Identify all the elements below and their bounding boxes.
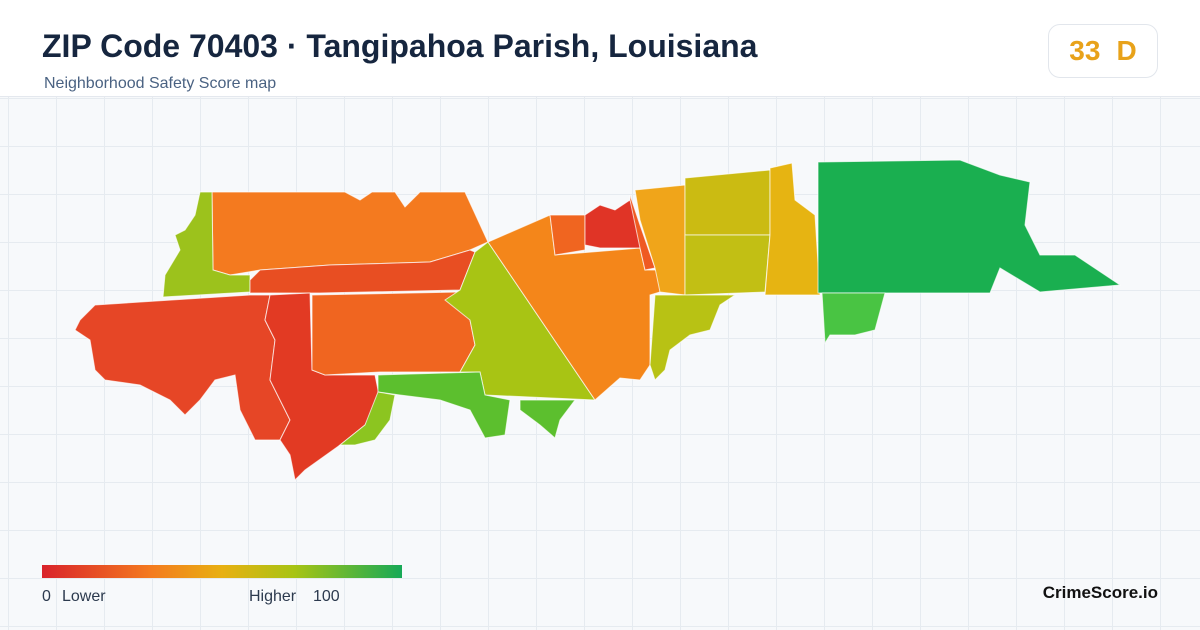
region xyxy=(162,191,251,298)
legend-max-label: Higher xyxy=(249,588,297,605)
region xyxy=(249,249,476,294)
score: 33 xyxy=(1069,35,1101,66)
header xyxy=(0,0,1200,97)
region xyxy=(549,214,586,256)
region xyxy=(764,162,821,296)
region xyxy=(649,294,737,381)
region xyxy=(377,371,511,439)
region xyxy=(817,159,1122,294)
legend-bar xyxy=(42,565,402,578)
region xyxy=(444,241,596,401)
region xyxy=(74,294,291,441)
region xyxy=(211,191,489,276)
legend-max: 100 xyxy=(313,588,340,605)
grade: D xyxy=(1116,35,1137,66)
region xyxy=(821,292,886,345)
legend-min-label: Lower xyxy=(62,588,106,605)
title: ZIP Code 70403 · Tangipahoa Parish, Loui… xyxy=(42,28,758,64)
score-badge: 33 D xyxy=(1048,24,1158,78)
region xyxy=(519,399,576,439)
region xyxy=(338,391,396,446)
region xyxy=(629,194,656,271)
subtitle: Neighborhood Safety Score map xyxy=(44,75,277,92)
legend-min: 0 xyxy=(42,588,51,605)
region xyxy=(684,169,771,236)
region xyxy=(684,234,771,296)
brand: CrimeScore.io xyxy=(1042,583,1158,602)
